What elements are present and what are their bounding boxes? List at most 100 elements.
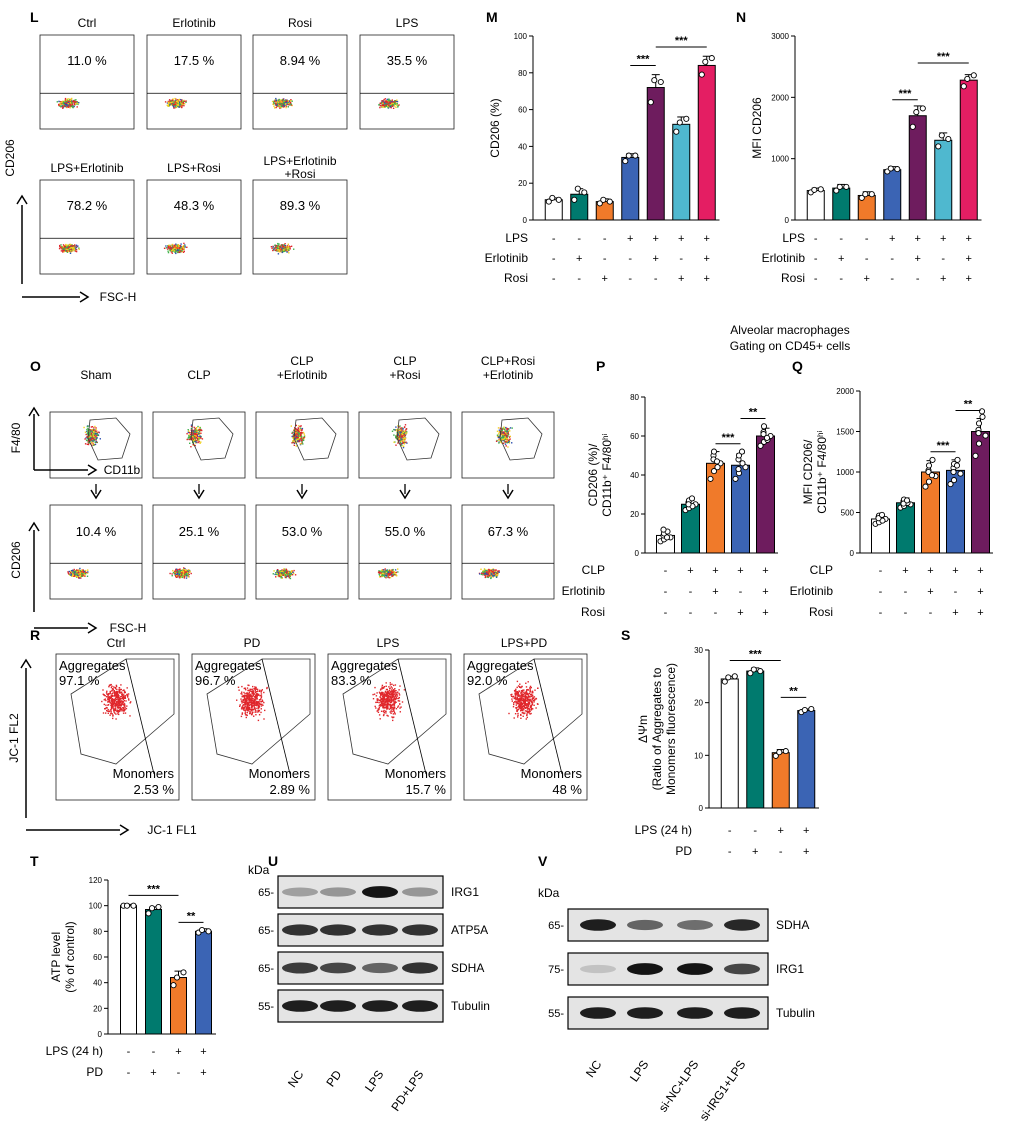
scatter-dot xyxy=(505,431,507,434)
scatter-dot xyxy=(382,571,384,574)
scatter-dot xyxy=(393,428,395,431)
scatter-dot xyxy=(384,568,386,570)
scatter-dot xyxy=(182,102,184,104)
scatter-dot xyxy=(511,442,513,444)
scatter-dot xyxy=(118,713,120,716)
scatter-dot xyxy=(284,243,286,245)
scatter-dot xyxy=(168,245,170,247)
scatter-dot xyxy=(276,250,278,252)
scatter-dot xyxy=(120,684,122,686)
scatter-dot xyxy=(198,437,201,440)
scatter-dot xyxy=(297,439,299,441)
scatter-dot xyxy=(282,248,284,250)
flow-plot-O-bottom-frame xyxy=(152,504,246,600)
scatter-dot xyxy=(88,435,91,437)
scatter-dot xyxy=(396,429,399,432)
scatter-dot xyxy=(119,692,121,694)
scatter-dot xyxy=(401,432,403,435)
scatter-dot xyxy=(284,245,287,247)
scatter-dot xyxy=(274,244,276,246)
scatter-dot xyxy=(284,249,286,251)
scatter-dot xyxy=(286,103,288,105)
scatter-dot xyxy=(111,694,114,697)
scatter-dot xyxy=(293,428,295,431)
scatter-dot xyxy=(180,247,182,249)
scatter-dot xyxy=(107,701,109,703)
arrow-head xyxy=(296,489,308,500)
scatter-dot xyxy=(66,99,68,101)
scatter-dot xyxy=(174,105,176,107)
scatter-dot xyxy=(482,569,485,572)
scatter-dot xyxy=(281,569,283,571)
scatter-dot xyxy=(76,101,79,103)
flow-plot-L-frame xyxy=(39,179,135,275)
scatter-dot xyxy=(274,247,276,249)
scatter-dot xyxy=(174,247,176,250)
scatter-dot xyxy=(298,432,300,435)
flow-plot-O-bottom xyxy=(461,504,555,600)
scatter-dot xyxy=(115,691,117,693)
scatter-dot xyxy=(391,569,393,571)
scatter-dot xyxy=(381,570,384,572)
scatter-dot xyxy=(170,251,173,253)
scatter-dot xyxy=(240,700,243,702)
scatter-dot xyxy=(74,249,77,251)
scatter-dot xyxy=(274,100,276,102)
scatter-dot xyxy=(87,440,89,442)
scatter-dot xyxy=(122,696,125,698)
scatter-dot xyxy=(393,441,395,443)
scatter-dot xyxy=(280,249,282,251)
scatter-dot xyxy=(167,245,169,247)
scatter-dot xyxy=(69,105,71,108)
scatter-dot xyxy=(300,434,303,436)
scatter-dot xyxy=(246,709,248,711)
scatter-dot xyxy=(82,574,84,576)
scatter-dot xyxy=(399,425,401,427)
scatter-dot xyxy=(121,694,123,696)
scatter-dot xyxy=(244,707,246,709)
scatter-dot xyxy=(68,570,70,573)
scatter-dot xyxy=(493,575,495,577)
scatter-dot xyxy=(500,437,502,439)
scatter-dot xyxy=(171,252,173,254)
scatter-dot xyxy=(113,698,115,701)
scatter-dot xyxy=(124,695,126,697)
scatter-dot xyxy=(291,574,294,576)
scatter-dot xyxy=(104,698,106,700)
scatter-dot xyxy=(186,571,188,573)
flow-O-title: CLP+Rosi xyxy=(481,354,535,368)
flow-O-title2: +Erlotinib xyxy=(277,368,328,382)
scatter-dot xyxy=(245,695,247,697)
scatter-dot xyxy=(122,697,124,699)
scatter-dot xyxy=(190,424,193,426)
panel-letter-U: U xyxy=(268,853,278,869)
scatter-dot xyxy=(74,570,76,572)
scatter-dot xyxy=(67,103,69,105)
scatter-dot xyxy=(67,105,70,108)
scatter-dot xyxy=(294,440,296,443)
scatter-dot xyxy=(280,574,283,576)
scatter-dot xyxy=(109,692,111,695)
scatter-dot xyxy=(177,104,180,106)
scatter-dot xyxy=(391,571,393,574)
scatter-dot xyxy=(275,249,277,251)
scatter-dot xyxy=(178,245,180,248)
scatter-dot xyxy=(75,99,77,101)
scatter-dot xyxy=(183,576,186,578)
scatter-dot xyxy=(123,704,125,706)
arrow-head xyxy=(16,194,28,205)
scatter-dot xyxy=(294,427,296,429)
scatter-dot xyxy=(178,106,180,108)
scatter-dot xyxy=(72,573,74,576)
scatter-dot xyxy=(174,101,176,103)
scatter-dot xyxy=(489,573,491,575)
scatter-dot xyxy=(392,107,395,109)
scatter-dot xyxy=(502,428,504,430)
scatter-dot xyxy=(392,104,394,106)
scatter-dot xyxy=(508,436,511,438)
scatter-dot xyxy=(507,439,509,442)
scatter-dot xyxy=(166,248,169,250)
scatter-dot xyxy=(380,572,382,574)
scatter-dot xyxy=(118,706,120,709)
scatter-dot xyxy=(197,438,199,440)
